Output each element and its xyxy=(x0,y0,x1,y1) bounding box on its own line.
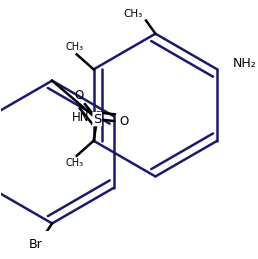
Text: HN: HN xyxy=(72,111,90,124)
Text: NH₂: NH₂ xyxy=(232,57,256,70)
Text: O: O xyxy=(75,89,84,102)
Text: CH₃: CH₃ xyxy=(66,158,84,168)
Text: CH₃: CH₃ xyxy=(66,42,84,53)
Text: S: S xyxy=(93,113,101,126)
Text: O: O xyxy=(120,114,129,127)
Text: Br: Br xyxy=(29,239,43,251)
Text: CH₃: CH₃ xyxy=(123,9,142,19)
